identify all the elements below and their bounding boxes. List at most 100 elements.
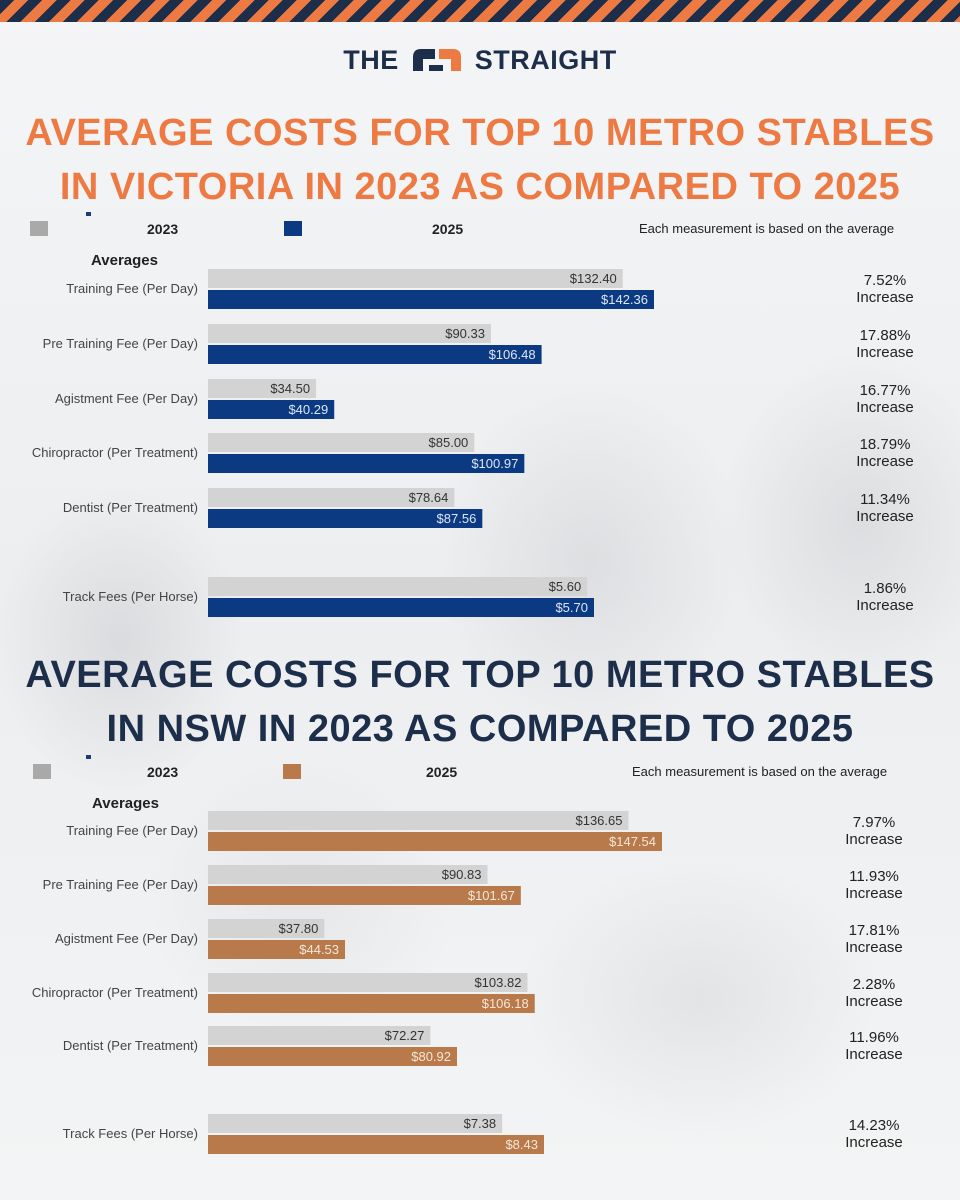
bar-2025 [208,994,535,1013]
increase-label: Increase [845,993,903,1010]
brand-logo: THE STRAIGHT [0,42,960,78]
category-label: Dentist (Per Treatment) [63,500,198,515]
value-label-2023: $136.65 [575,813,622,828]
bar-2025 [208,290,654,309]
vic-chart-title: AVERAGE COSTS FOR TOP 10 METRO STABLES I… [0,106,960,214]
value-label-2023: $90.33 [445,326,485,341]
hazard-stripe-banner [0,0,960,22]
nsw-chart-title: AVERAGE COSTS FOR TOP 10 METRO STABLES I… [0,648,960,756]
nsw-legend-2025-swatch [283,764,301,779]
bar-2025 [208,1047,458,1066]
bar-2025 [208,940,346,959]
vic-legend-2023-label: 2023 [147,221,179,237]
category-label: Training Fee (Per Day) [66,823,198,838]
category-label: Agistment Fee (Per Day) [55,391,198,406]
percent-change-label: 17.81% [849,922,900,939]
bar-2023 [208,324,491,343]
bar-2023 [208,865,488,884]
percent-change-label: 1.86% [864,580,907,597]
bar-2025 [208,1135,544,1154]
value-label-2025: $101.67 [468,888,515,903]
value-label-2025: $8.43 [505,1137,538,1152]
percent-change-label: 16.77% [860,382,911,399]
nsw-averages-label: Averages [92,795,159,812]
value-label-2025: $44.53 [299,942,339,957]
value-label-2023: $78.64 [409,490,449,505]
percent-change-label: 18.79% [860,436,911,453]
category-label: Training Fee (Per Day) [66,281,198,296]
value-label-2023: $72.27 [385,1028,425,1043]
category-label: Pre Training Fee (Per Day) [43,336,198,351]
value-label-2025: $40.29 [288,402,328,417]
bar-2023 [208,488,455,507]
percent-change-label: 17.88% [860,327,911,344]
brand-text-left: THE [343,44,399,75]
increase-label: Increase [845,885,903,902]
increase-label: Increase [845,831,903,848]
bar-2025 [208,454,525,473]
vic-legend-2025-label: 2025 [432,221,464,237]
increase-label: Increase [845,939,903,956]
percent-change-label: 11.34% [860,491,910,508]
nsw-legend-2025-label: 2025 [426,764,458,780]
vic-legend-2025-swatch [284,221,302,236]
value-label-2025: $106.48 [489,347,536,362]
category-label: Track Fees (Per Horse) [63,589,198,604]
nsw-legend-2023-swatch [33,764,51,779]
category-label: Dentist (Per Treatment) [63,1038,198,1053]
value-label-2023: $34.50 [270,381,310,396]
increase-label: Increase [856,508,914,525]
increase-label: Increase [845,1046,903,1063]
value-label-2023: $5.60 [549,579,582,594]
bar-2025 [208,886,521,905]
increase-label: Increase [856,597,914,614]
increase-label: Increase [845,1134,903,1151]
percent-change-label: 2.28% [853,976,896,993]
percent-change-label: 11.96% [849,1029,899,1046]
value-label-2023: $90.83 [442,867,482,882]
value-label-2025: $87.56 [437,511,477,526]
bar-2025 [208,509,483,528]
decorative-marker [86,755,91,759]
vic-title-line-1: AVERAGE COSTS FOR TOP 10 METRO STABLES [25,112,935,154]
bar-2025 [208,345,542,364]
value-label-2023: $132.40 [570,271,617,286]
vic-title-line-2: IN VICTORIA IN 2023 AS COMPARED TO 2025 [59,166,901,208]
bar-2025 [208,832,662,851]
bar-2023 [208,433,475,452]
vic-legend-2023-swatch [30,221,48,236]
percent-change-label: 14.23% [849,1117,900,1134]
value-label-2025: $106.18 [482,996,529,1011]
bar-2023 [208,919,325,938]
bar-2023 [208,973,528,992]
bar-2023 [208,577,588,596]
nsw-legend-note: Each measurement is based on the average [632,764,888,779]
category-label: Track Fees (Per Horse) [63,1126,198,1141]
increase-label: Increase [856,289,914,306]
value-label-2023: $7.38 [464,1116,497,1131]
value-label-2023: $37.80 [279,921,319,936]
bar-2023 [208,811,629,830]
bar-2025 [208,400,335,419]
value-label-2025: $80.92 [411,1049,451,1064]
category-label: Chiropractor (Per Treatment) [32,445,198,460]
vic-bar-chart: Training Fee (Per Day) $132.40 $142.36 7.52… [32,269,914,617]
brand-text-right: STRAIGHT [474,44,617,75]
percent-change-label: 7.52% [864,272,907,289]
vic-averages-label: Averages [91,252,158,269]
decorative-marker [86,212,91,216]
bar-2023 [208,269,623,288]
nsw-legend-2023-label: 2023 [147,764,179,780]
category-label: Chiropractor (Per Treatment) [32,985,198,1000]
percent-change-label: 11.93% [849,868,899,885]
vic-legend-note: Each measurement is based on the average [639,221,895,236]
increase-label: Increase [856,399,914,416]
category-label: Pre Training Fee (Per Day) [43,877,198,892]
value-label-2025: $147.54 [609,834,656,849]
bar-2023 [208,379,317,398]
value-label-2023: $103.82 [474,975,521,990]
bar-2023 [208,1114,503,1133]
increase-label: Increase [856,453,914,470]
brand-mark-icon [412,49,461,71]
